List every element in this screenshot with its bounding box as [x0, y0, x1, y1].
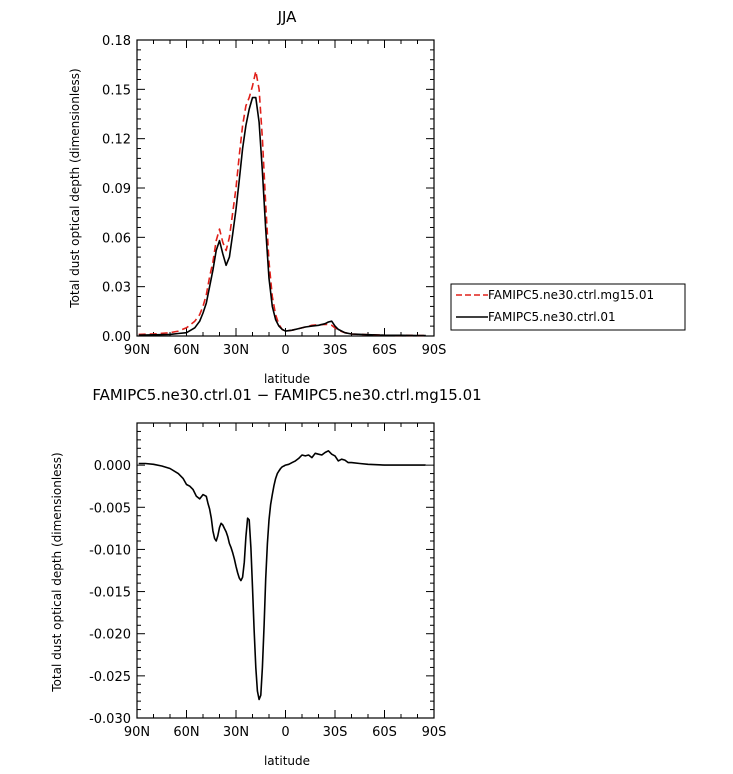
top-x-tick-label: 30N: [223, 343, 249, 358]
legend-label-ctrl: FAMIPC5.ne30.ctrl.01: [488, 310, 616, 324]
top-chart-title: JJA: [277, 8, 298, 26]
bottom-y-tick-label: -0.015: [89, 586, 131, 601]
bottom-chart-title: FAMIPC5.ne30.ctrl.01 − FAMIPC5.ne30.ctrl…: [92, 386, 481, 404]
top-x-tick-label: 60N: [173, 343, 199, 358]
bottom-y-tick-label: -0.025: [89, 670, 131, 685]
bottom-x-axis-label: latitude: [264, 754, 310, 768]
top-x-axis-label: latitude: [264, 372, 310, 386]
bottom-x-tick-label: 90N: [124, 725, 150, 740]
top-y-axis-label: Total dust optical depth (dimensionless): [68, 68, 82, 308]
top-plot-frame: [136, 39, 435, 337]
bottom-y-tick-label: -0.005: [89, 501, 131, 516]
top-x-tick-label: 30S: [323, 343, 348, 358]
bottom-y-axis-label: Total dust optical depth (dimensionless): [50, 452, 64, 692]
top-y-tick-label: 0.06: [102, 231, 131, 246]
bottom-y-tick-label: -0.020: [89, 628, 131, 643]
bottom-y-tick-label: 0.000: [94, 459, 131, 474]
legend: FAMIPC5.ne30.ctrl.mg15.01 FAMIPC5.ne30.c…: [450, 283, 686, 331]
bottom-x-tick-label: 30N: [223, 725, 249, 740]
bottom-y-tick-label: -0.030: [89, 712, 131, 727]
top-x-tick-label: 90S: [422, 343, 447, 358]
bottom-series-line-0: [138, 449, 426, 701]
top-y-tick-label: 0.09: [102, 182, 131, 197]
bottom-x-tick-label: 60N: [173, 725, 199, 740]
bottom-x-tick-label: 60S: [372, 725, 397, 740]
top-x-tick-label: 60S: [372, 343, 397, 358]
top-y-tick-label: 0.03: [102, 281, 131, 296]
top-plot-area: 90N 60N 30N 0 30S 60S 90S 0.00 0.03 0.06 0.09 0.12 0…: [102, 34, 446, 358]
top-series-line-1: [138, 96, 426, 337]
top-series-line-0: [138, 70, 426, 337]
legend-box: [450, 283, 686, 331]
bottom-y-tick-label: -0.010: [89, 543, 131, 558]
top-y-tick-label: 0.15: [102, 83, 131, 98]
top-y-tick-label: 0.18: [102, 34, 131, 49]
top-x-tick-label: 90N: [124, 343, 150, 358]
top-x-tick-label: 0: [281, 343, 289, 358]
bottom-x-tick-label: 0: [281, 725, 289, 740]
top-y-tick-label: 0.12: [102, 133, 131, 148]
bottom-plot-area: 90N 60N 30N 0 30S 60S 90S 0.000 -0.005 -0.010 -0.0…: [89, 422, 447, 740]
bottom-x-tick-label: 30S: [323, 725, 348, 740]
bottom-plot-frame: [136, 422, 435, 719]
bottom-x-tick-label: 90S: [422, 725, 447, 740]
top-y-tick-label: 0.00: [102, 330, 131, 345]
legend-label-mg15: FAMIPC5.ne30.ctrl.mg15.01: [488, 288, 654, 302]
